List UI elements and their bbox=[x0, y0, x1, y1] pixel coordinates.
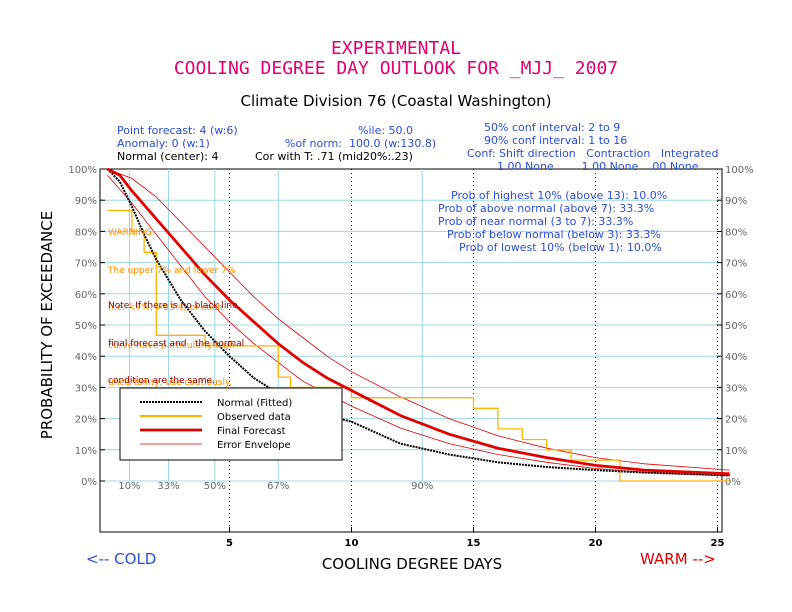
warning-line-3: (i.e. <7%, >93%) of each bbox=[108, 303, 223, 313]
x-tick-label: 20 bbox=[589, 538, 603, 549]
y-tick-label-left: 70% bbox=[75, 259, 97, 270]
y-tick-label-right: 80% bbox=[725, 227, 747, 238]
percentile-label: 90% bbox=[411, 481, 433, 492]
warning-line-2: The upper 7% and lower 7% bbox=[108, 265, 236, 276]
legend-label: Normal (Fitted) bbox=[217, 398, 292, 409]
y-tick-label-right: 30% bbox=[725, 383, 747, 394]
legend-label: Observed data bbox=[217, 412, 291, 423]
conf-values-text: 1.00 None 1.00 None .00 None bbox=[497, 160, 699, 173]
y-tick-label-right: 90% bbox=[725, 196, 747, 207]
x-tick-label: 10 bbox=[345, 538, 359, 549]
y-tick-label-left: 0% bbox=[81, 477, 97, 488]
point-forecast-text: Point forecast: 4 (w:6) bbox=[117, 124, 238, 137]
prob-above-text: Prob of above normal (above 7): 33.3% bbox=[438, 202, 655, 215]
percentile-text: %ile: 50.0 bbox=[358, 124, 414, 137]
legend-label: Error Envelope bbox=[217, 440, 291, 451]
legend-label: Final Forecast bbox=[217, 426, 286, 437]
y-tick-label-left: 90% bbox=[75, 196, 97, 207]
note-line-1: Note: If there is no black line, bbox=[108, 301, 241, 311]
x-tick-label: 25 bbox=[711, 538, 725, 549]
note-line-3: condition are the same. bbox=[108, 376, 215, 386]
chart-subtitle: Climate Division 76 (Coastal Washington) bbox=[240, 92, 552, 110]
plot-frame bbox=[99, 168, 723, 533]
y-tick-label-right: 50% bbox=[725, 321, 747, 332]
y-tick-label-right: 20% bbox=[725, 415, 747, 426]
x-axis-label: COOLING DEGREE DAYS bbox=[322, 555, 502, 573]
y-tick-label-left: 20% bbox=[75, 415, 97, 426]
y-axis-label: PROBABILITY OF EXCEEDANCE bbox=[38, 211, 56, 439]
prob-lowest-text: Prob of lowest 10% (below 1): 10.0% bbox=[459, 241, 662, 254]
x-tick-label: 5 bbox=[226, 538, 233, 549]
y-tick-label-left: 30% bbox=[75, 383, 97, 394]
correlation-text: Cor with T: .71 (mid20%:.23) bbox=[255, 150, 413, 163]
y-tick-label-left: 40% bbox=[75, 352, 97, 363]
warning-line-1: WARNING: bbox=[108, 228, 155, 238]
warning-box: WARNING: The upper 7% and lower 7% (i.e.… bbox=[108, 202, 236, 402]
percentile-label: 67% bbox=[267, 481, 289, 492]
anomaly-text: Anomaly: 0 (w:1) bbox=[117, 137, 210, 150]
x-tick-label: 15 bbox=[467, 538, 481, 549]
y-tick-label-right: 40% bbox=[725, 352, 747, 363]
title-line-1: EXPERIMENTAL bbox=[330, 38, 462, 59]
observed-data-line bbox=[107, 209, 730, 482]
y-tick-label-left: 60% bbox=[75, 290, 97, 301]
conf-50-text: 50% conf interval: 2 to 9 bbox=[484, 121, 621, 134]
y-tick-label-left: 50% bbox=[75, 321, 97, 332]
y-tick-label-left: 100% bbox=[68, 165, 97, 176]
y-tick-label-right: 70% bbox=[725, 259, 747, 270]
percentile-label: 10% bbox=[118, 481, 140, 492]
y-tick-label-right: 60% bbox=[725, 290, 747, 301]
note-box: Note: If there is no black line, final f… bbox=[108, 275, 244, 400]
conf-header-text: Conf: Shift direction Contraction Integr… bbox=[467, 147, 719, 160]
percentile-label: 33% bbox=[157, 481, 179, 492]
normal-center-text: Normal (center): 4 bbox=[117, 150, 219, 163]
percentile-label: 50% bbox=[204, 481, 226, 492]
cold-label: <-- COLD bbox=[86, 550, 157, 568]
prob-highest-text: Prob of highest 10% (above 13): 10.0% bbox=[451, 189, 668, 202]
percent-of-normal-text: %of norm: 100.0 (w:130.8) bbox=[285, 137, 437, 150]
y-tick-label-right: 10% bbox=[725, 446, 747, 457]
note-line-2: final forecast and the normal bbox=[108, 338, 245, 349]
title-line-2: COOLING DEGREE DAY OUTLOOK FOR _MJJ_ 200… bbox=[173, 58, 619, 79]
prob-below-text: Prob of below normal (below 3): 33.3% bbox=[447, 228, 661, 241]
y-tick-label-left: 10% bbox=[75, 446, 97, 457]
y-tick-label-right: 0% bbox=[725, 477, 741, 488]
warning-line-5: uncertainty; use cautiously. bbox=[108, 378, 232, 388]
final-forecast-line bbox=[106, 167, 730, 476]
warning-line-4: curve have particularly high bbox=[108, 340, 235, 351]
warm-label: WARM --> bbox=[640, 550, 716, 568]
y-tick-label-left: 80% bbox=[75, 227, 97, 238]
prob-near-text: Prob of near normal (3 to 7): 33.3% bbox=[438, 215, 634, 228]
conf-90-text: 90% conf interval: 1 to 16 bbox=[484, 134, 628, 147]
legend-box bbox=[119, 387, 343, 461]
y-tick-label-right: 100% bbox=[725, 165, 754, 176]
